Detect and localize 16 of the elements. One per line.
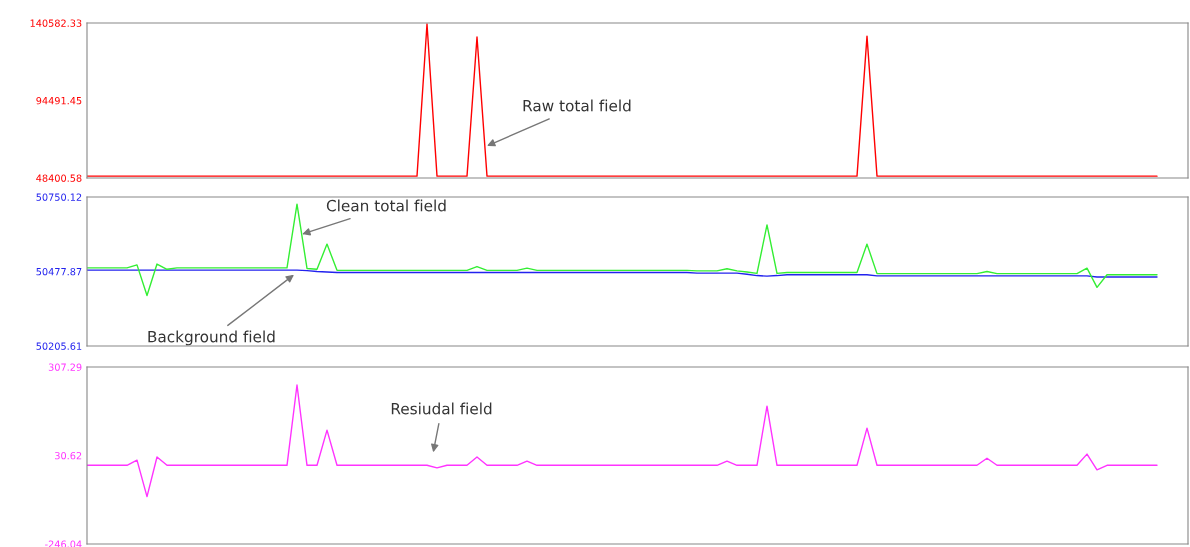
annotation: Clean total field [326,199,446,212]
annotation: Background field [148,330,275,346]
annotation: Resiudal field [391,402,492,415]
y-tick-label: 94491.45 [36,96,82,105]
y-tick-label: 50205.61 [36,342,82,350]
line-series [87,23,1158,177]
y-tick-label: 50750.12 [36,193,82,201]
y-tick-label: -246.04 [45,540,82,547]
y-tick-label: 307.29 [48,363,82,371]
line-series [87,269,1158,278]
line-series [87,384,1158,498]
y-tick-label: 50477.87 [36,267,82,276]
y-tick-label: 30.62 [55,451,82,460]
y-tick-label: 140582.33 [30,19,82,27]
annotation: Raw total field [523,99,631,112]
y-tick-label: 48400.58 [36,174,82,182]
